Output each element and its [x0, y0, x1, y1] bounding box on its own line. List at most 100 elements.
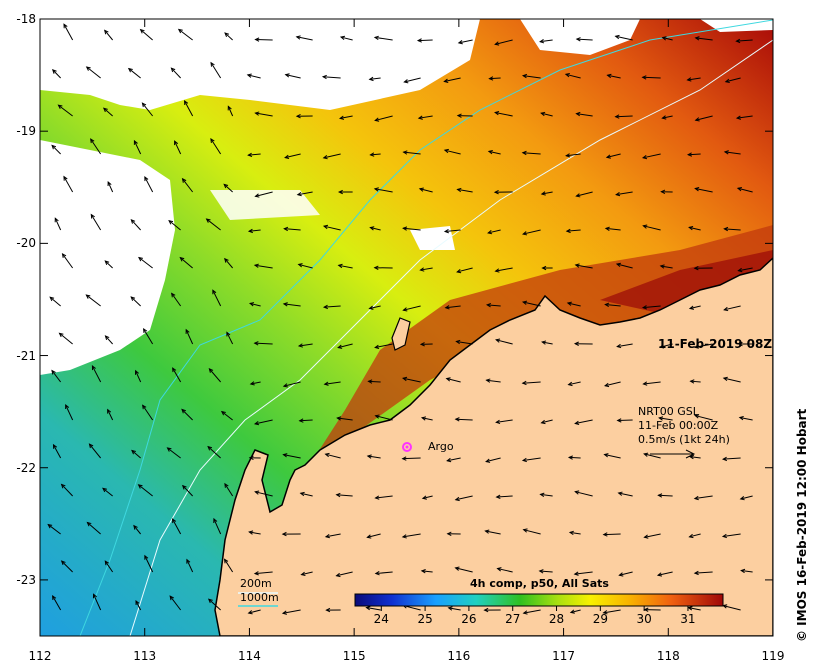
x-tick-label: 114: [237, 649, 261, 663]
current-arrow: [446, 531, 461, 536]
colorbar-tick-label: 25: [417, 612, 433, 626]
current-arrow: [337, 263, 353, 269]
current-arrow: [297, 263, 313, 269]
current-arrow: [575, 191, 593, 198]
current-arrow: [495, 419, 513, 425]
current-arrow: [564, 73, 581, 79]
current-arrow: [496, 567, 513, 573]
y-tick-label: -22: [16, 460, 36, 475]
current-arrow: [184, 99, 194, 117]
isobath-1000m: [79, 19, 773, 636]
current-arrow: [86, 521, 101, 535]
current-arrow: [539, 39, 553, 44]
currents-legend-line1: NRT00 GSL: [638, 405, 699, 418]
isobath-1000m-label: 1000m: [240, 591, 279, 604]
current-arrow: [420, 416, 433, 421]
y-tick-label: -23: [16, 572, 36, 587]
current-arrow: [207, 598, 221, 611]
current-arrow: [63, 23, 74, 41]
y-tick-label: -18: [16, 12, 36, 26]
credit-stamp: © IMOS 16-Feb-2019 12:00 Hobart: [795, 408, 809, 642]
current-arrow: [337, 343, 353, 349]
current-arrow: [186, 558, 194, 573]
current-arrow: [133, 524, 142, 535]
current-arrow: [661, 36, 673, 41]
current-arrow: [494, 111, 513, 117]
current-arrow: [324, 533, 341, 539]
current-arrow: [485, 302, 501, 308]
current-arrow: [185, 328, 194, 345]
current-arrow: [248, 530, 261, 535]
current-arrow: [253, 341, 273, 346]
current-arrow: [616, 418, 633, 423]
current-arrow: [103, 29, 114, 41]
current-arrow: [488, 76, 501, 81]
current-arrow: [615, 191, 633, 197]
current-arrow: [248, 302, 261, 307]
current-arrow: [104, 335, 114, 345]
current-arrow: [226, 331, 234, 345]
current-arrow: [456, 267, 473, 274]
current-arrow: [419, 342, 433, 347]
current-arrow: [179, 256, 193, 269]
isobath-200m: [129, 39, 773, 636]
current-arrow: [300, 571, 313, 576]
current-arrow: [521, 457, 541, 463]
current-arrow: [658, 416, 673, 421]
current-arrow: [495, 338, 513, 345]
current-arrow: [323, 381, 341, 386]
current-arrow: [521, 229, 541, 236]
current-arrow: [694, 187, 713, 193]
current-arrow: [373, 35, 393, 41]
current-arrow: [659, 264, 673, 269]
current-arrow: [102, 487, 113, 497]
y-tick-label: -19: [16, 124, 36, 139]
current-arrow: [694, 36, 713, 41]
current-arrow: [403, 77, 421, 84]
current-arrow: [207, 445, 221, 459]
current-arrow: [641, 75, 661, 80]
current-arrow: [521, 73, 541, 79]
current-arrow: [402, 305, 421, 312]
current-arrow: [454, 566, 473, 573]
current-arrow: [369, 152, 381, 157]
y-tick-label: -20: [16, 236, 36, 251]
current-arrow: [57, 104, 73, 117]
current-arrow: [642, 224, 661, 231]
current-arrow: [253, 571, 273, 576]
current-vectors: [47, 23, 753, 615]
current-arrow: [366, 533, 381, 539]
current-arrow: [618, 571, 633, 577]
current-arrow: [539, 492, 553, 498]
current-arrow: [565, 153, 581, 158]
current-arrow: [374, 495, 393, 500]
colorbar-tick-label: 29: [592, 612, 608, 626]
current-arrow: [604, 226, 621, 231]
current-arrow: [418, 187, 433, 193]
current-arrow: [144, 176, 154, 193]
current-arrow: [54, 217, 62, 231]
current-arrow: [281, 609, 301, 615]
current-arrow: [694, 414, 713, 421]
current-arrow: [170, 67, 181, 79]
current-arrow: [90, 138, 102, 155]
current-arrow: [172, 518, 182, 535]
current-arrow: [58, 332, 73, 345]
current-arrow: [365, 605, 381, 611]
current-arrow: [614, 34, 633, 41]
current-arrow: [254, 37, 273, 42]
current-arrow: [281, 531, 301, 537]
current-arrow: [104, 260, 113, 269]
current-arrow: [723, 305, 741, 312]
colorbar: [354, 593, 724, 607]
current-arrow: [134, 369, 142, 383]
x-tick-label: 115: [342, 649, 366, 663]
current-arrow: [337, 189, 353, 195]
current-arrow: [254, 490, 273, 497]
current-arrow: [401, 376, 421, 383]
current-arrow: [401, 456, 421, 461]
current-arrow: [402, 226, 421, 231]
current-arrow: [573, 571, 593, 576]
current-arrow: [493, 189, 513, 195]
